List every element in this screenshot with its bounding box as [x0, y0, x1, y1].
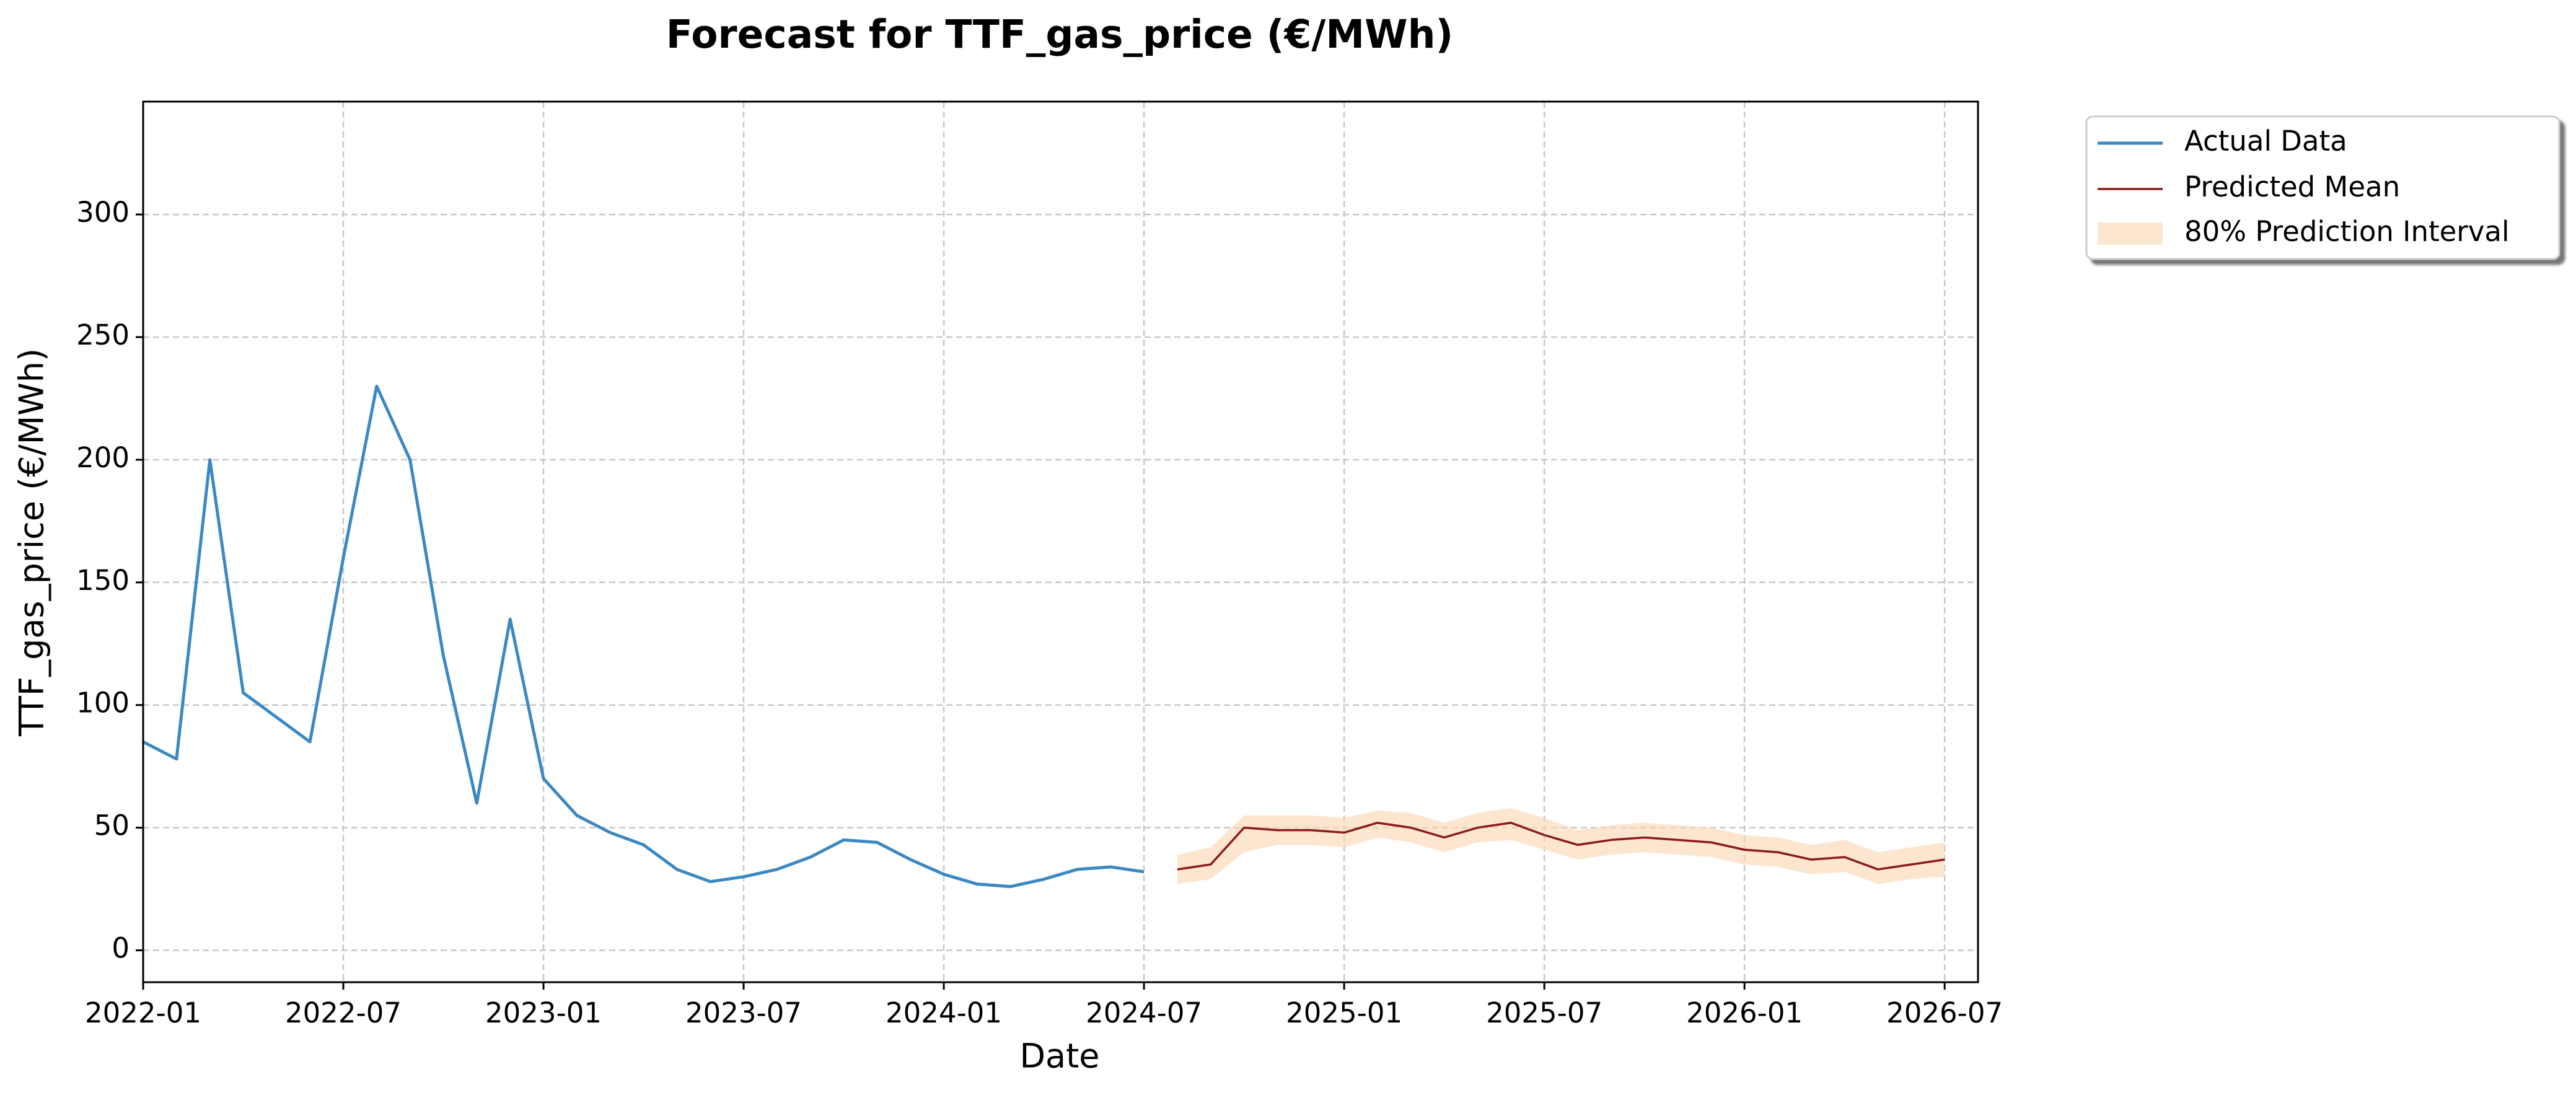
legend-label: Actual Data	[2184, 125, 2347, 157]
y-tick-label: 250	[76, 319, 130, 351]
legend-label: 80% Prediction Interval	[2184, 215, 2510, 248]
legend: Actual Data Predicted Mean 80% Prediction …	[2085, 115, 2561, 260]
series-line	[142, 384, 1145, 889]
y-tick-label: 50	[94, 809, 130, 842]
x-tick-label: 2025-07	[1486, 996, 1602, 1029]
prediction-band	[1177, 807, 1945, 884]
x-tick-label: 2024-07	[1086, 996, 1202, 1029]
x-tick-label: 2026-01	[1686, 996, 1803, 1029]
x-axis-label: Date	[1019, 1037, 1099, 1076]
legend-box	[2085, 115, 2561, 260]
legend-swatch	[2098, 222, 2163, 245]
y-tick-label: 300	[76, 196, 130, 229]
x-tick-label: 2022-07	[285, 996, 402, 1029]
y-tick-label: 150	[76, 564, 130, 597]
plot-frame	[142, 100, 1979, 983]
legend-label: Predicted Mean	[2184, 170, 2400, 203]
x-tick-label: 2023-01	[485, 996, 602, 1029]
chart-title: Forecast for TTF_gas_price (€/MWh)	[666, 12, 1453, 57]
x-tick-label: 2024-01	[886, 996, 1002, 1029]
x-tick-label: 2022-01	[85, 996, 201, 1029]
y-tick-label: 100	[76, 687, 130, 719]
y-tick-label: 200	[76, 441, 130, 474]
x-tick-label: 2026-07	[1886, 996, 2003, 1029]
y-axis-label: TTF_gas_price (€/MWh)	[12, 348, 51, 737]
y-tick-label: 0	[112, 932, 130, 965]
series-line	[1177, 821, 1945, 871]
x-tick-label: 2025-01	[1286, 996, 1402, 1029]
x-tick-label: 2023-07	[685, 996, 802, 1029]
